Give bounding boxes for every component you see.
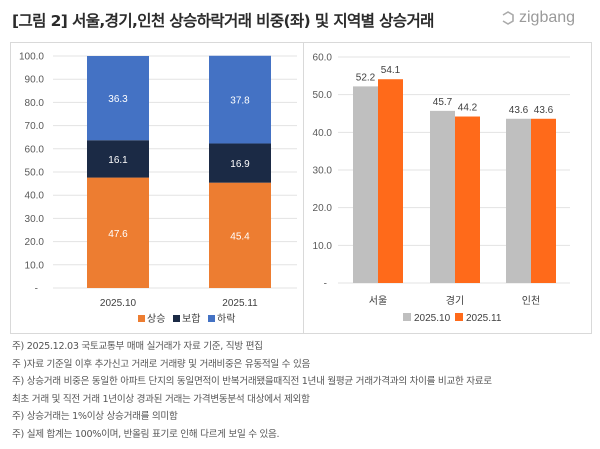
legend-label: 2025.11 [466,313,502,324]
legend-label: 하락 [217,312,235,325]
y-tick-label: 70.0 [25,121,45,132]
data-label: 37.8 [230,96,250,107]
y-tick-label: 30.0 [313,166,333,177]
note: 주) 상승거래는 1%이상 상승거래를 의미함 [12,411,178,423]
data-label: 43.6 [509,105,529,116]
y-tick-label: - [35,284,38,295]
y-tick-label: 40.0 [25,191,45,202]
data-label: 36.3 [108,94,128,105]
note: 주) 실제 합계는 100%이며, 반올림 표기로 인해 다르게 보일 수 있음… [12,428,280,440]
legend-swatch [138,315,145,322]
y-tick-label: 60.0 [313,53,333,64]
note: 최초 거래 및 직전 거래 1년이상 경과된 거래는 가격변동분석 대상에서 제… [12,393,310,405]
legend-swatch [208,315,215,322]
x-tick-label: 2025.11 [222,298,258,309]
bar [506,118,531,283]
regional-rise-chart-panel [303,42,592,334]
data-label: 54.1 [381,65,401,76]
note: 주 )자료 기준일 이후 추가신고 거래로 거래량 및 거래비중은 유동적일 수… [12,358,311,370]
y-tick-label: 20.0 [25,237,45,248]
note: 주) 2025.12.03 국토교통부 매매 실거래가 자료 기준, 직방 편집 [12,341,263,352]
data-label: 16.1 [108,155,128,166]
x-tick-label: 인천 [522,295,540,307]
legend-swatch [455,313,463,321]
legend-label: 상승 [147,313,165,325]
y-tick-label: 10.0 [25,260,45,271]
legend-swatch [403,313,411,321]
note: 주) 상승거래 비중은 동일한 아파트 단지의 동일면적이 반복거래됐을때직전 … [12,376,492,388]
x-tick-label: 2025.10 [100,298,137,309]
x-tick-label: 경기 [446,294,464,307]
footnotes: 주) 2025.12.03 국토교통부 매매 실거래가 자료 기준, 직방 편집… [12,338,492,444]
bar-segment [87,177,149,288]
y-tick-label: 100.0 [19,52,44,63]
y-tick-label: 30.0 [25,214,45,225]
data-label: 45.7 [433,97,453,108]
y-tick-label: 80.0 [25,98,45,109]
bar [531,118,556,283]
bar-segment [209,182,271,288]
bar [455,116,480,283]
y-tick-label: 50.0 [313,90,333,101]
bar-segment [87,140,149,178]
figure-title: [그림 2] 서울,경기,인천 상승하락거래 비중(좌) 및 지역별 상승거래 [12,12,434,30]
y-tick-label: 60.0 [25,144,45,155]
data-label: 44.2 [458,103,478,114]
data-label: 52.2 [356,72,376,83]
bar [353,86,378,283]
data-label: 43.6 [534,105,554,116]
zigbang-logo-icon [502,11,514,25]
y-tick-label: 40.0 [313,128,333,139]
bar-segment [87,56,149,141]
y-tick-label: 90.0 [25,75,45,86]
bar [430,110,455,283]
bar [378,79,403,284]
y-tick-label: - [324,279,327,290]
data-label: 47.6 [108,229,128,240]
legend-swatch [173,315,180,322]
y-tick-label: 50.0 [25,168,45,179]
logo-text: zigbang [519,9,576,26]
data-label: 45.4 [230,231,250,242]
legend-label: 보합 [182,313,200,325]
legend-label: 2025.10 [414,313,451,324]
y-tick-label: 10.0 [313,241,333,252]
x-tick-label: 서울 [369,295,387,307]
y-tick-label: 20.0 [313,203,333,214]
bar-segment [209,55,271,144]
bar-segment [209,143,271,183]
data-label: 16.9 [230,159,250,170]
zigbang-logo: zigbang [500,9,575,27]
